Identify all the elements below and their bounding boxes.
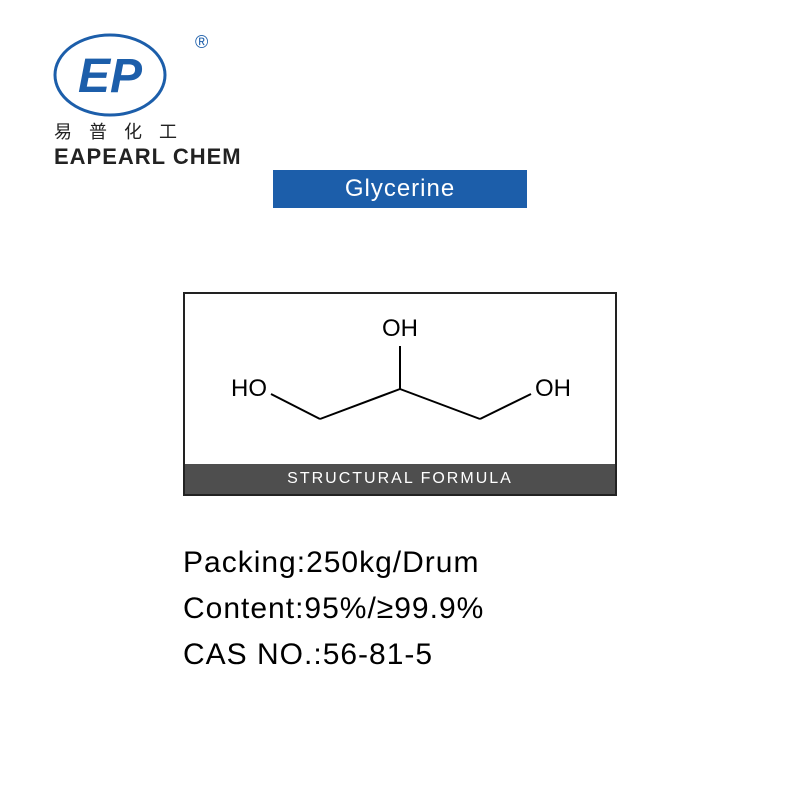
logo-chinese-text: 易 普 化 工 bbox=[54, 122, 183, 142]
atom-oh-right: OH bbox=[535, 375, 571, 402]
atom-oh-top: OH bbox=[382, 315, 418, 342]
spec-content: Content:95%/≥99.9% bbox=[183, 586, 484, 632]
logo-english-text: EAPEARL CHEM bbox=[54, 144, 242, 169]
product-title-text: Glycerine bbox=[345, 175, 455, 202]
spec-packing: Packing:250kg/Drum bbox=[183, 540, 484, 586]
spec-cas-no: CAS NO.:56-81-5 bbox=[183, 632, 484, 678]
product-specs: Packing:250kg/Drum Content:95%/≥99.9% CA… bbox=[183, 540, 484, 678]
structural-formula-diagram: OH OH HO bbox=[185, 294, 615, 464]
logo-mark-text: EP bbox=[78, 50, 143, 103]
structural-formula-label: STRUCTURAL FORMULA bbox=[185, 464, 615, 494]
atom-ho-left: HO bbox=[231, 375, 267, 402]
company-logo: EP ® 易 普 化 工 EAPEARL CHEM bbox=[50, 30, 255, 175]
structural-formula-box: OH OH HO STRUCTURAL FORMULA bbox=[183, 292, 617, 496]
product-title-banner: Glycerine bbox=[273, 170, 527, 208]
registered-icon: ® bbox=[195, 32, 208, 52]
